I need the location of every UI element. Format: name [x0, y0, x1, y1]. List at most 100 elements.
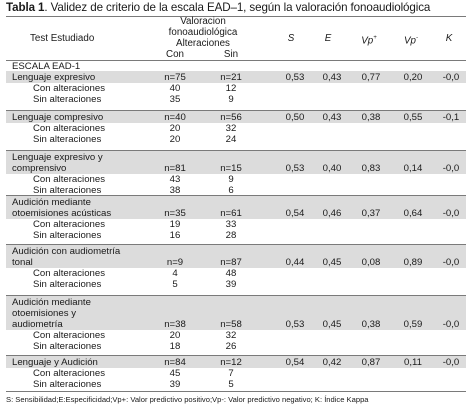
- group-label: Lenguaje expresivo y: [12, 152, 103, 163]
- top-rule: [6, 16, 466, 17]
- n-con: n=75: [164, 72, 186, 83]
- header-vp-positive-sup: +: [373, 35, 377, 41]
- specificity-value: 0,45: [322, 319, 342, 330]
- sensitivity-value: 0,54: [285, 357, 305, 368]
- sensitivity-value: 0,53: [285, 319, 305, 330]
- subrow-sin: 48: [225, 268, 237, 279]
- subrow-label: Sin alteraciones: [33, 94, 102, 105]
- subrow-sin: 7: [228, 368, 234, 379]
- group-header-band: [6, 151, 466, 174]
- specificity-value: 0,43: [322, 72, 342, 83]
- subrow-label: Sin alteraciones: [33, 341, 102, 352]
- n-sin: n=61: [220, 208, 242, 219]
- subrow-label: Sin alteraciones: [33, 379, 102, 390]
- subrow-sin: 39: [225, 279, 237, 290]
- n-con: n=84: [164, 357, 186, 368]
- vp-negative-value: 0,59: [403, 319, 423, 330]
- header-sensitivity: S: [287, 33, 295, 44]
- specificity-value: 0,42: [322, 357, 342, 368]
- kappa-value: -0,1: [442, 112, 460, 123]
- subrow-label: Sin alteraciones: [33, 230, 102, 241]
- group-label: otoemisiones y: [12, 308, 76, 319]
- group-rule: [6, 110, 466, 111]
- sensitivity-value: 0,53: [285, 72, 305, 83]
- subrow-label: Con alteraciones: [33, 123, 105, 134]
- subrow-sin: 33: [225, 219, 237, 230]
- header-group-line3: Alteraciones: [176, 38, 230, 49]
- header-vp-positive: Vp+: [357, 33, 381, 46]
- subrow-sin: 32: [225, 123, 237, 134]
- subrow-sin: 9: [228, 94, 234, 105]
- group-rule: [6, 295, 466, 296]
- vp-positive-value: 0,83: [361, 163, 381, 174]
- group-label: comprensivo: [12, 163, 67, 174]
- group-label: Audición con audiometría: [12, 246, 121, 257]
- specificity-value: 0,45: [322, 257, 342, 268]
- group-label: Lenguaje expresivo: [12, 72, 96, 83]
- table-footnote: S: Sensibilidad;E:Especificidad;Vp+: Val…: [6, 395, 369, 404]
- kappa-value: -0,0: [442, 208, 460, 219]
- n-con: n=35: [164, 208, 186, 219]
- n-con: n=38: [164, 319, 186, 330]
- group-label: audiometría: [12, 319, 63, 330]
- vp-negative-value: 0,14: [403, 163, 423, 174]
- subrow-con: 18: [169, 341, 181, 352]
- kappa-value: -0,0: [442, 319, 460, 330]
- group-label: Audición mediante: [12, 197, 91, 208]
- subrow-label: Con alteraciones: [33, 219, 105, 230]
- header-group-line1: Valoracion: [180, 16, 226, 27]
- vp-negative-value: 0,89: [403, 257, 423, 268]
- group-label: Lenguaje y Audición: [12, 357, 98, 368]
- n-sin: n=58: [220, 319, 242, 330]
- subrow-con: 38: [169, 185, 181, 196]
- subrow-con: 20: [169, 330, 181, 341]
- bottom-rule: [6, 391, 466, 392]
- table-title: Tabla 1. Validez de criterio de la escal…: [6, 1, 430, 14]
- table-caption: . Validez de criterio de la escala EAD–1…: [44, 1, 431, 14]
- subrow-sin: 26: [225, 341, 237, 352]
- n-sin: n=56: [220, 112, 242, 123]
- kappa-value: -0,0: [442, 257, 460, 268]
- header-test-studied: Test Estudiado: [30, 33, 95, 44]
- group-label: tonal: [12, 257, 33, 268]
- subrow-sin: 12: [225, 83, 237, 94]
- group-rule: [6, 150, 466, 151]
- header-rule: [6, 60, 466, 61]
- subrow-sin: 6: [228, 185, 234, 196]
- sensitivity-value: 0,53: [285, 163, 305, 174]
- header-group-line2: fonoaudiológica: [168, 27, 238, 38]
- n-con: n=40: [164, 112, 186, 123]
- vp-positive-value: 0,08: [361, 257, 381, 268]
- subrow-con: 45: [169, 368, 181, 379]
- sensitivity-value: 0,50: [285, 112, 305, 123]
- sensitivity-value: 0,54: [285, 208, 305, 219]
- specificity-value: 0,43: [322, 112, 342, 123]
- vp-negative-value: 0,64: [403, 208, 423, 219]
- subrow-sin: 24: [225, 134, 237, 145]
- vp-positive-value: 0,37: [361, 208, 381, 219]
- group-header-band: [6, 196, 466, 219]
- group-header-band: [6, 356, 466, 368]
- subrow-con: 40: [169, 83, 181, 94]
- subrow-label: Con alteraciones: [33, 368, 105, 379]
- header-kappa: K: [445, 33, 453, 44]
- subrow-con: 5: [172, 279, 178, 290]
- subrow-label: Con alteraciones: [33, 174, 105, 185]
- kappa-value: -0,0: [442, 357, 460, 368]
- group-label: Audición mediante: [12, 297, 91, 308]
- subrow-sin: 5: [228, 379, 234, 390]
- vp-negative-value: 0,11: [404, 357, 422, 368]
- specificity-value: 0,40: [322, 163, 342, 174]
- header-vp-negative-sup: -: [415, 35, 418, 41]
- vp-negative-value: 0,20: [403, 72, 423, 83]
- vp-negative-value: 0,55: [403, 112, 423, 123]
- group-rule: [6, 355, 466, 356]
- n-sin: n=87: [220, 257, 242, 268]
- subrow-con: 16: [169, 230, 181, 241]
- subrow-con: 20: [169, 134, 181, 145]
- n-con: n=81: [164, 163, 186, 174]
- header-vp-negative-label: Vp: [404, 35, 416, 47]
- subrow-label: Con alteraciones: [33, 83, 105, 94]
- n-sin: n=12: [220, 357, 242, 368]
- group-header-band: [6, 111, 466, 123]
